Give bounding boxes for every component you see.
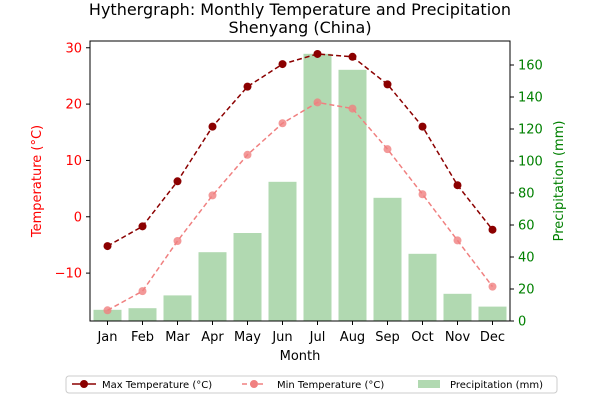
left-tick-label: 30: [65, 41, 82, 56]
plot-frame: [89, 40, 511, 322]
max-temp-point-jan: [103, 242, 112, 251]
right-tick-label: 120: [518, 123, 543, 138]
precip-bar-sep: [373, 197, 402, 321]
precip-bar-jul: [303, 53, 332, 322]
chart-subtitle: Shenyang (China): [228, 18, 371, 37]
x-tick-label: Feb: [131, 330, 154, 345]
right-y-axis: 0 20 40 60 80 100 120 140 160: [510, 59, 543, 330]
max-temp-point-may: [243, 82, 252, 91]
max-temp-point-apr: [208, 122, 217, 131]
left-y-axis: −10 0 10 20 30: [55, 41, 90, 282]
precip-bar-nov: [443, 293, 472, 321]
precip-bar-dec: [478, 306, 507, 321]
right-y-axis-label: Precipitation (mm): [552, 121, 567, 242]
left-tick-label: −10: [55, 267, 82, 282]
right-tick-label: 40: [518, 251, 535, 266]
left-tick-label: 20: [65, 98, 82, 113]
x-tick-label: Sep: [375, 330, 400, 345]
max-temp-point-jun: [278, 60, 287, 69]
precip-bar-mar: [163, 295, 192, 321]
x-tick-label: Jan: [96, 330, 117, 345]
x-tick-label: Dec: [480, 330, 505, 345]
precip-bar-apr: [198, 252, 227, 321]
min-temp-line: [107, 101, 494, 311]
min-temp-point-sep: [383, 145, 392, 154]
min-temp-point-aug: [348, 104, 357, 113]
x-tick-label: Jul: [309, 330, 326, 345]
max-temp-point-nov: [453, 181, 462, 190]
min-temp-point-feb: [138, 287, 147, 296]
legend-min-label: Min Temperature (°C): [277, 380, 384, 391]
x-tick-label: Mar: [165, 330, 190, 345]
max-temp-point-sep: [383, 80, 392, 89]
max-temp-point-oct: [418, 122, 427, 131]
legend-min-marker-icon: [250, 380, 258, 388]
max-temp-point-feb: [138, 222, 147, 231]
legend-precip-swatch-icon: [418, 380, 440, 388]
x-tick-label: Nov: [445, 330, 471, 345]
precip-bar-feb: [128, 308, 157, 321]
x-axis-label: Month: [280, 349, 321, 364]
max-temp-point-aug: [348, 52, 357, 61]
left-tick-label: 0: [74, 210, 82, 225]
min-temp-point-oct: [418, 190, 427, 199]
legend-precip-label: Precipitation (mm): [450, 380, 543, 391]
right-tick-label: 0: [518, 315, 526, 330]
min-temp-point-jan: [103, 306, 112, 315]
legend: Max Temperature (°C) Min Temperature (°C…: [65, 375, 558, 394]
max-temp-point-jul: [313, 49, 322, 58]
right-tick-label: 20: [518, 283, 535, 298]
legend-max-marker-icon: [80, 380, 88, 388]
max-temp-point-dec: [488, 225, 497, 234]
x-tick-label: Aug: [340, 330, 365, 345]
min-temp-point-dec: [488, 282, 497, 291]
max-temp-line: [107, 53, 494, 247]
precip-bar-may: [233, 233, 262, 321]
temperature-lines: [103, 49, 497, 315]
min-temp-point-jun: [278, 119, 287, 128]
legend-max-label: Max Temperature (°C): [102, 380, 212, 391]
precip-bar-oct: [408, 253, 437, 321]
left-y-axis-label: Temperature (°C): [30, 125, 45, 238]
min-temp-point-nov: [453, 236, 462, 245]
min-temp-point-jul: [313, 98, 322, 107]
x-tick-label: May: [234, 330, 261, 345]
x-tick-label: Oct: [411, 330, 433, 345]
right-tick-label: 160: [518, 59, 543, 74]
precipitation-bars: [93, 53, 507, 322]
right-tick-label: 80: [518, 187, 535, 202]
chart-title: Hythergraph: Monthly Temperature and Pre…: [89, 0, 511, 19]
left-tick-label: 10: [65, 154, 82, 169]
max-temp-point-mar: [173, 177, 182, 186]
right-tick-label: 140: [518, 91, 543, 106]
x-tick-label: Apr: [201, 330, 224, 345]
min-temp-point-apr: [208, 191, 217, 200]
x-tick-label: Jun: [271, 330, 292, 345]
precip-bar-jun: [268, 181, 297, 321]
min-temp-point-mar: [173, 237, 182, 245]
x-axis: Jan Feb Mar Apr May Jun Jul Aug Sep Oct Nov Dec: [96, 321, 505, 345]
right-tick-label: 60: [518, 219, 535, 234]
min-temp-point-may: [243, 150, 252, 159]
right-tick-label: 100: [518, 155, 543, 170]
precip-bar-jan: [93, 309, 122, 321]
